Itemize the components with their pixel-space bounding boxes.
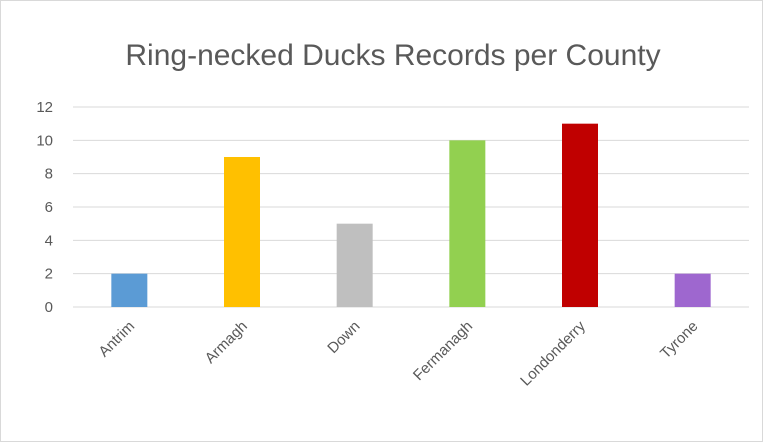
y-tick-label: 0 bbox=[45, 299, 53, 316]
x-tick-label: Antrim bbox=[95, 318, 138, 361]
y-tick-label: 10 bbox=[36, 132, 53, 149]
bar-tyrone bbox=[674, 273, 711, 307]
bar-armagh bbox=[224, 157, 260, 307]
bar-fermanagh bbox=[449, 140, 486, 307]
y-tick-label: 8 bbox=[45, 166, 53, 183]
x-tick-label: Londonderry bbox=[517, 317, 589, 389]
bar-londonderry bbox=[562, 123, 598, 308]
bar-antrim bbox=[111, 273, 148, 307]
y-tick-label: 6 bbox=[45, 199, 53, 216]
y-tick-label: 4 bbox=[45, 232, 53, 249]
x-tick-label: Tyrone bbox=[657, 318, 701, 362]
y-axis-tick-labels: 0 2 4 6 8 10 12 bbox=[36, 99, 53, 316]
y-tick-label: 2 bbox=[45, 266, 53, 283]
y-tick-label: 12 bbox=[36, 99, 53, 116]
x-axis-tick-labels: Antrim Armagh Down Fermanagh Londonderry Tyro… bbox=[95, 317, 701, 389]
x-tick-label: Down bbox=[324, 318, 363, 357]
bar-down bbox=[336, 223, 373, 307]
x-tick-label: Fermanagh bbox=[410, 318, 476, 384]
gridlines bbox=[73, 106, 749, 308]
x-tick-label: Armagh bbox=[202, 318, 251, 367]
bars bbox=[111, 123, 711, 308]
chart-title: Ring-necked Ducks Records per County bbox=[125, 39, 660, 72]
